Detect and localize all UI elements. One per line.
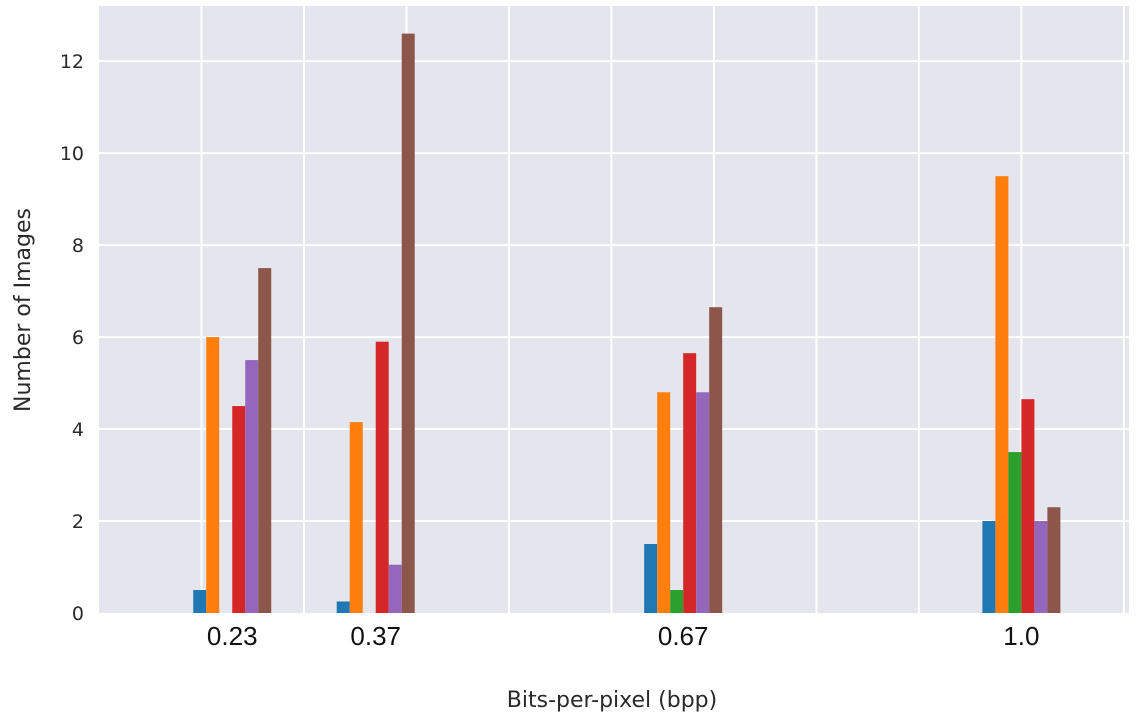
bar — [388, 564, 402, 613]
x-tick-labels: 0.23 0.37 0.67 1.0 — [207, 621, 1040, 651]
bar — [1021, 399, 1035, 613]
bar — [206, 337, 220, 613]
x-tick-label: 0.37 — [350, 621, 401, 651]
bar — [258, 268, 272, 613]
bar — [1047, 507, 1061, 613]
y-tick-label: 0 — [72, 603, 84, 625]
bar — [245, 360, 259, 613]
x-tick-label: 0.67 — [658, 621, 709, 651]
bar — [683, 353, 697, 613]
x-tick-label: 0.23 — [207, 621, 258, 651]
bar — [349, 422, 363, 613]
bar — [1008, 452, 1022, 613]
bar — [644, 544, 658, 613]
bar — [401, 33, 415, 614]
x-tick-label: 1.0 — [1003, 621, 1039, 651]
bar — [670, 590, 684, 613]
y-tick-label: 4 — [72, 419, 84, 441]
bar — [193, 590, 207, 613]
y-tick-labels: 0 2 4 6 8 10 12 — [60, 51, 84, 625]
bar — [995, 176, 1009, 614]
bar — [375, 341, 389, 613]
y-axis-title: Number of Images — [11, 208, 36, 412]
bars — [193, 33, 1061, 614]
y-tick-label: 6 — [72, 327, 84, 349]
y-tick-label: 10 — [60, 143, 84, 165]
bar — [657, 392, 671, 613]
bar — [1034, 521, 1048, 613]
bar — [982, 521, 996, 613]
y-tick-label: 2 — [72, 511, 84, 533]
x-axis-title: Bits-per-pixel (bpp) — [507, 688, 717, 713]
bar — [232, 406, 246, 613]
y-tick-label: 12 — [60, 51, 84, 73]
bar — [336, 601, 350, 613]
y-tick-label: 8 — [72, 235, 84, 257]
bar — [709, 307, 723, 613]
bar — [696, 392, 710, 613]
